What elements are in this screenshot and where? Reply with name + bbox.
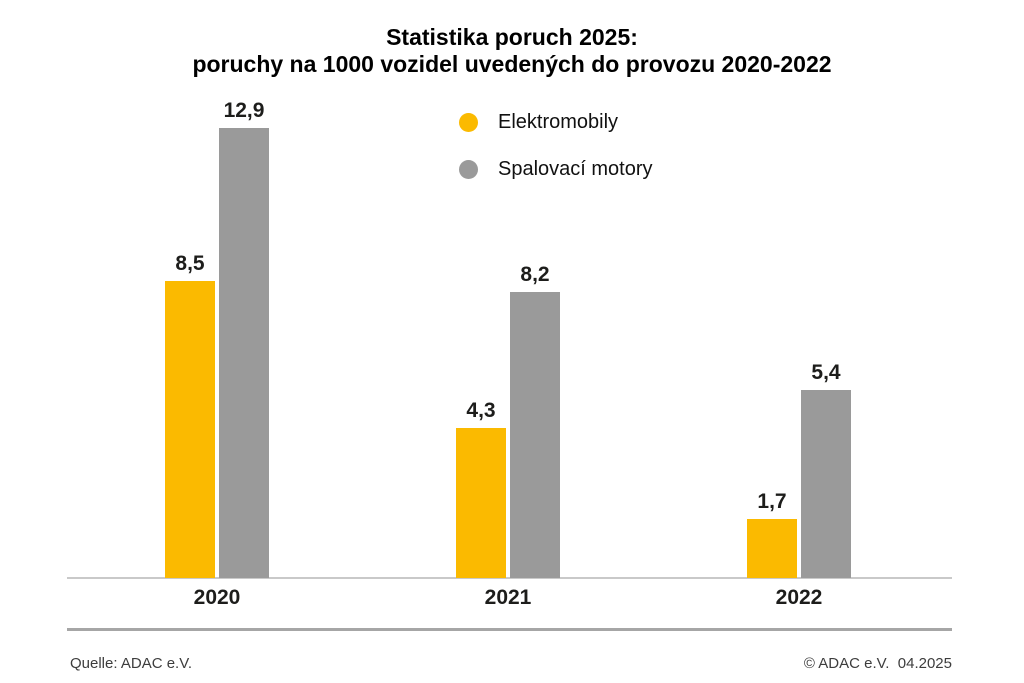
copyright-caption: © ADAC e.V. 04.2025 (803, 655, 952, 672)
bar-spalovaci-motory-2021 (510, 292, 560, 578)
chart-title: Statistika poruch 2025: poruchy na 1000 … (0, 24, 1024, 78)
legend-circle-icon (459, 112, 478, 132)
bar-spalovaci-motory-2020 (219, 128, 269, 578)
source-caption: Quelle: ADAC e.V. (70, 655, 193, 672)
x-axis-line (67, 577, 952, 579)
x-axis-label-2021: 2021 (484, 586, 532, 609)
legend-circle-icon (459, 159, 478, 179)
bar-elektromobily-2021 (456, 428, 506, 578)
bar-value-label: 4,3 (466, 399, 496, 422)
legend-label: Elektromobily (498, 111, 619, 133)
bar-value-label: 5,4 (811, 361, 841, 384)
bar-elektromobily-2022 (747, 519, 797, 578)
bar-value-label: 12,9 (223, 99, 265, 122)
bar-value-label: 1,7 (757, 490, 787, 513)
chart-title-line1: Statistika poruch 2025: (386, 24, 638, 50)
bar-value-label: 8,5 (175, 252, 205, 275)
chart-title-line2: poruchy na 1000 vozidel uvedených do pro… (192, 51, 832, 77)
x-axis-label-2022: 2022 (775, 586, 823, 609)
legend-item-spalovaci-motory: Spalovací motory (459, 157, 653, 181)
footer-separator (67, 628, 952, 631)
x-axis-label-2020: 2020 (193, 586, 241, 609)
legend: Elektromobily Spalovací motory (459, 110, 653, 181)
legend-item-elektromobily: Elektromobily (459, 110, 653, 134)
legend-label: Spalovací motory (498, 158, 653, 180)
bar-value-label: 8,2 (520, 263, 550, 286)
bar-elektromobily-2020 (165, 281, 215, 578)
bar-spalovaci-motory-2022 (801, 390, 851, 578)
